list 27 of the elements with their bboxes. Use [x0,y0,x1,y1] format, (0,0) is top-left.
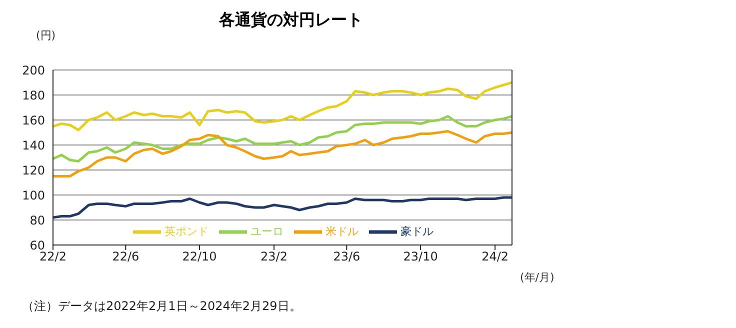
y-tick-label: 200 [22,63,45,78]
x-tick-label: 22/10 [182,250,217,264]
y-tick-label: 80 [30,213,45,228]
y-tick-label: 140 [22,138,45,152]
y-tick-label: 180 [22,88,45,102]
y-axis-title: (円) [36,28,56,43]
y-tick-label: 160 [22,113,45,128]
x-tick-label: 23/6 [333,250,360,264]
legend-label: 米ドル [326,225,358,238]
line-series [53,130,512,178]
legend-label: 英ポンド [164,225,208,238]
legend-label: ユーロ [250,225,284,238]
text: （注）データは2022年2月1日～2024年2月29日。 [22,298,302,315]
line-series [53,115,512,162]
chart-title: 各通貨の対円レート [218,10,364,31]
x-tick-label: 22/2 [40,250,66,264]
x-tick-label: 24/2 [482,250,509,264]
legend-label: 豪ドル [400,225,434,238]
y-tick-label: 60 [30,238,45,252]
x-tick-label: 23/2 [260,250,288,264]
x-tick-label: 22/6 [112,250,140,264]
x-tick-label: 23/10 [403,250,438,264]
y-tick-label: 100 [22,188,45,202]
y-tick-label: 120 [22,163,45,178]
line-series [53,81,512,132]
x-axis-title: (年/月) [520,270,554,285]
line-series [53,196,512,219]
